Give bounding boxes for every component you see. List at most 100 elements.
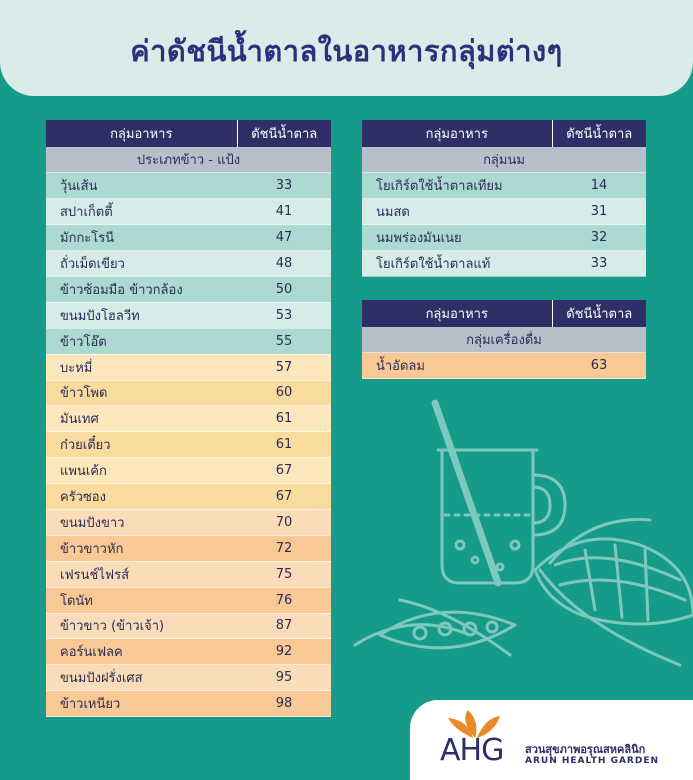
gi-value: 33 <box>237 172 331 200</box>
gi-value: 33 <box>552 250 646 277</box>
food-name: น้ำอัดลม <box>362 352 552 380</box>
food-name: คอร์นเฟลค <box>46 638 237 666</box>
table-row: นมพร่องมันเนย 32 <box>362 224 646 252</box>
table-header-row: กลุ่มอาหาร ดัชนีน้ำตาล <box>46 120 331 147</box>
logo-english-name: ARUN HEALTH GARDEN <box>525 756 659 766</box>
gi-value: 47 <box>237 224 331 252</box>
food-name: ก๋วยเตี๋ยว <box>46 431 237 459</box>
gi-value: 48 <box>237 250 331 277</box>
food-name: โดนัท <box>46 587 237 614</box>
food-name: ข้าวซ้อมมือ ข้าวกล้อง <box>46 276 237 303</box>
gi-value: 61 <box>237 405 331 433</box>
table-row: คอร์นเฟลค 92 <box>46 638 331 666</box>
food-name: ข้าวเหนียว <box>46 690 237 718</box>
gi-value: 70 <box>237 509 331 536</box>
header-food-group: กลุ่มอาหาร <box>46 120 238 147</box>
table-row: ข้าวซ้อมมือ ข้าวกล้อง 50 <box>46 276 331 303</box>
category-label: กลุ่มนม <box>362 147 646 174</box>
food-name: เฟรนช์ไฟรส์ <box>46 561 237 588</box>
category-label: ประเภทข้าว - แป้ง <box>46 147 331 174</box>
table-row: ก๋วยเตี๋ยว 61 <box>46 431 331 459</box>
pea-pod-icon <box>353 598 517 657</box>
table-row: ขนมปังขาว 70 <box>46 509 331 536</box>
category-row: ประเภทข้าว - แป้ง <box>46 147 331 174</box>
food-name: ขนมปังโฮลวีท <box>46 302 237 329</box>
gi-value: 92 <box>237 638 331 666</box>
leaf-icon <box>448 710 500 738</box>
table-row: โยเกิร์ตใช้น้ำตาลเทียม 14 <box>362 172 646 200</box>
table-row: วุ้นเส้น 33 <box>46 172 331 200</box>
gi-value: 41 <box>237 198 331 226</box>
food-name: นมสด <box>362 198 552 226</box>
table-row: นมสด 31 <box>362 198 646 226</box>
gi-value: 61 <box>237 431 331 459</box>
food-name: ข้าวโพด <box>46 380 237 407</box>
table-row: โดนัท 76 <box>46 587 331 614</box>
table-row: น้ำอัดลม 63 <box>362 352 646 380</box>
table-header-row: กลุ่มอาหาร ดัชนีน้ำตาล <box>362 300 646 327</box>
food-name: แพนเค้ก <box>46 457 237 485</box>
table-row: เฟรนช์ไฟรส์ 75 <box>46 561 331 588</box>
header-gi: ดัชนีน้ำตาล <box>237 120 331 147</box>
table-row: ขนมปังโฮลวีท 53 <box>46 302 331 329</box>
table-row: ครัวซอง 67 <box>46 483 331 510</box>
food-name: นมพร่องมันเนย <box>362 224 552 252</box>
gi-value: 87 <box>237 613 331 640</box>
gi-value: 63 <box>552 352 646 380</box>
header-gi: ดัชนีน้ำตาล <box>552 300 646 327</box>
drink-glass-icon <box>431 399 567 587</box>
gi-value: 50 <box>237 276 331 303</box>
table-row: ขนมปังฝรั่งเศส 95 <box>46 664 331 692</box>
gi-value: 57 <box>237 354 331 381</box>
header-food-group: กลุ่มอาหาร <box>362 120 553 147</box>
table-row: โยเกิร์ตใช้น้ำตาลแท้ 33 <box>362 250 646 277</box>
gi-value: 67 <box>237 483 331 510</box>
food-name: มักกะโรนี <box>46 224 237 252</box>
dairy-table: กลุ่มอาหาร ดัชนีน้ำตาล กลุ่มนม โยเกิร์ตใ… <box>362 120 646 277</box>
category-row: กลุ่มเครื่องดื่ม <box>362 327 646 354</box>
gi-value: 32 <box>552 224 646 252</box>
table-row: ข้าวเหนียว 98 <box>46 690 331 718</box>
title-banner: ค่าดัชนีน้ำตาลในอาหารกลุ่มต่างๆ <box>0 0 693 96</box>
table-row: ข้าวโอ๊ต 55 <box>46 328 331 355</box>
food-illustration <box>353 399 693 667</box>
gi-value: 72 <box>237 535 331 562</box>
food-name: ครัวซอง <box>46 483 237 510</box>
food-name: ข้าวขาวหัก <box>46 535 237 562</box>
logo-card: AHG สวนสุขภาพอรุณสหคลินิก ARUN HEALTH GA… <box>410 700 693 780</box>
food-name: โยเกิร์ตใช้น้ำตาลแท้ <box>362 250 552 277</box>
gi-value: 98 <box>237 690 331 718</box>
table-row: ข้าวขาว (ข้าวเจ้า) 87 <box>46 613 331 640</box>
gi-value: 76 <box>237 587 331 614</box>
gi-value: 55 <box>237 328 331 355</box>
table-row: สปาเก็ตตี้ 41 <box>46 198 331 226</box>
gi-value: 31 <box>552 198 646 226</box>
gi-value: 95 <box>237 664 331 692</box>
gi-value: 67 <box>237 457 331 485</box>
table-row: มักกะโรนี 47 <box>46 224 331 252</box>
table-row: บะหมี่ 57 <box>46 354 331 381</box>
gi-value: 75 <box>237 561 331 588</box>
food-name: ถั่วเม็ดเขียว <box>46 250 237 277</box>
header-gi: ดัชนีน้ำตาล <box>552 120 646 147</box>
page-title: ค่าดัชนีน้ำตาลในอาหารกลุ่มต่างๆ <box>130 34 563 68</box>
drinks-table: กลุ่มอาหาร ดัชนีน้ำตาล กลุ่มเครื่องดื่ม … <box>362 300 646 380</box>
logo-mark: AHG <box>440 733 504 768</box>
food-name: วุ้นเส้น <box>46 172 237 200</box>
gi-value: 14 <box>552 172 646 200</box>
table-row: ถั่วเม็ดเขียว 48 <box>46 250 331 277</box>
table-row: ข้าวขาวหัก 72 <box>46 535 331 562</box>
logo-thai-name: สวนสุขภาพอรุณสหคลินิก <box>525 743 646 756</box>
category-label: กลุ่มเครื่องดื่ม <box>362 327 646 354</box>
food-name: มันเทศ <box>46 405 237 433</box>
gi-value: 60 <box>237 380 331 407</box>
food-name: บะหมี่ <box>46 354 237 381</box>
table-row: แพนเค้ก 67 <box>46 457 331 485</box>
food-name: ขนมปังฝรั่งเศส <box>46 664 237 692</box>
table-header-row: กลุ่มอาหาร ดัชนีน้ำตาล <box>362 120 646 147</box>
corn-icon <box>533 518 693 667</box>
food-name: ข้าวโอ๊ต <box>46 328 237 355</box>
category-row: กลุ่มนม <box>362 147 646 174</box>
food-name: สปาเก็ตตี้ <box>46 198 237 226</box>
food-name: ขนมปังขาว <box>46 509 237 536</box>
